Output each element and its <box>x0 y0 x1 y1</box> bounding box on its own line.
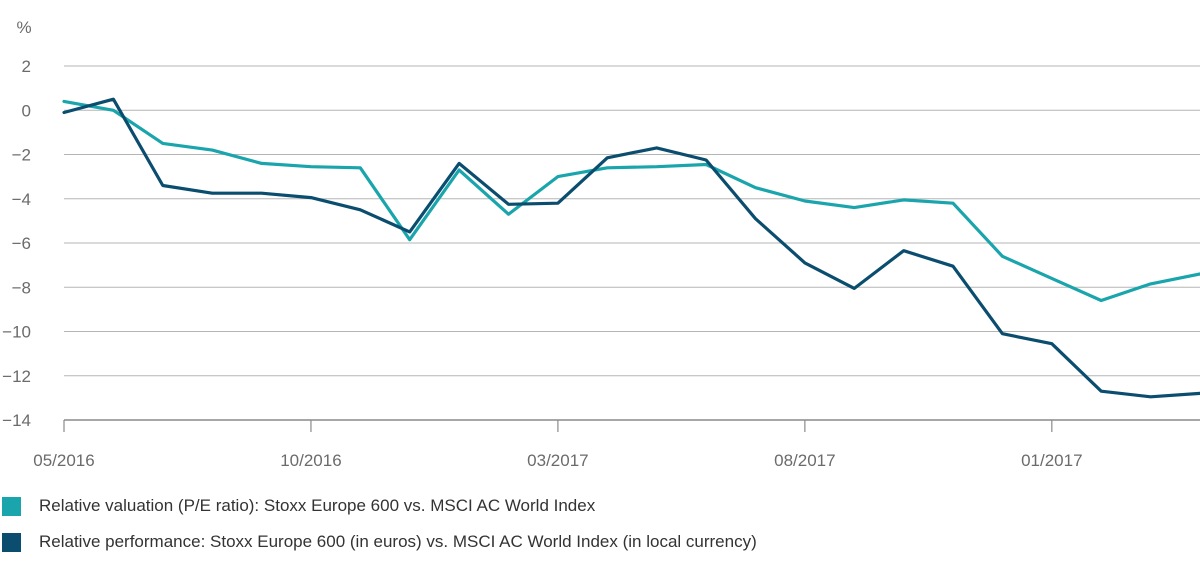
y-tick-label: −8 <box>12 278 31 297</box>
y-tick-label: 2 <box>22 57 31 76</box>
x-tick-label: 05/2016 <box>33 451 94 470</box>
series-lines <box>62 97 1200 399</box>
grid-lines <box>64 65 1200 377</box>
y-unit-label: % <box>16 18 31 37</box>
legend-item-performance: Relative performance: Stoxx Europe 600 (… <box>0 530 757 554</box>
x-axis-ticks: 05/2016 10/2016 03/2017 08/2017 01/2017 <box>33 420 1083 470</box>
line-chart: % 2 0 −2 −4 −6 −8 −10 −12 −14 05/2016 10/2016 03/2… <box>2 18 1200 470</box>
legend-item-valuation: Relative valuation (P/E ratio): Stoxx Eu… <box>0 494 595 518</box>
legend-swatch-performance <box>2 532 21 552</box>
y-tick-label: −4 <box>12 190 31 209</box>
y-tick-label: −12 <box>2 367 31 386</box>
y-tick-label: −6 <box>12 234 31 253</box>
y-axis-ticks: 2 0 −2 −4 −6 −8 −10 −12 −14 <box>2 57 31 430</box>
x-tick-label: 08/2017 <box>774 451 835 470</box>
series-line-valuation <box>62 99 1200 303</box>
legend-label-performance: Relative performance: Stoxx Europe 600 (… <box>39 532 757 551</box>
x-tick-label: 01/2017 <box>1021 451 1082 470</box>
legend-label-valuation: Relative valuation (P/E ratio): Stoxx Eu… <box>39 496 596 515</box>
series-line-performance <box>62 97 1200 399</box>
y-tick-label: −14 <box>2 411 31 430</box>
y-tick-label: −10 <box>2 323 31 342</box>
x-tick-label: 03/2017 <box>527 451 588 470</box>
y-tick-label: −2 <box>12 146 31 165</box>
y-tick-label: 0 <box>22 101 31 120</box>
legend-swatch-valuation <box>2 496 21 516</box>
x-tick-label: 10/2016 <box>280 451 341 470</box>
